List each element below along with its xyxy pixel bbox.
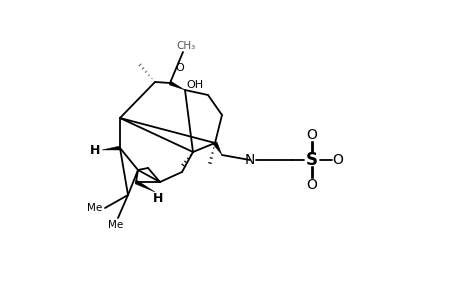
Text: N: N [244,153,255,167]
Polygon shape [213,142,222,155]
Text: Me: Me [87,203,102,213]
Text: OH: OH [186,80,203,90]
Polygon shape [135,180,155,192]
Text: Me: Me [108,220,123,230]
Text: H: H [152,191,163,205]
Text: O: O [306,178,317,192]
Polygon shape [169,81,185,90]
Text: O: O [175,63,184,73]
Text: S: S [305,151,317,169]
Text: O: O [306,128,317,142]
Text: O: O [332,153,343,167]
Text: H: H [90,143,100,157]
Polygon shape [102,146,120,150]
Text: CH₃: CH₃ [176,41,195,51]
